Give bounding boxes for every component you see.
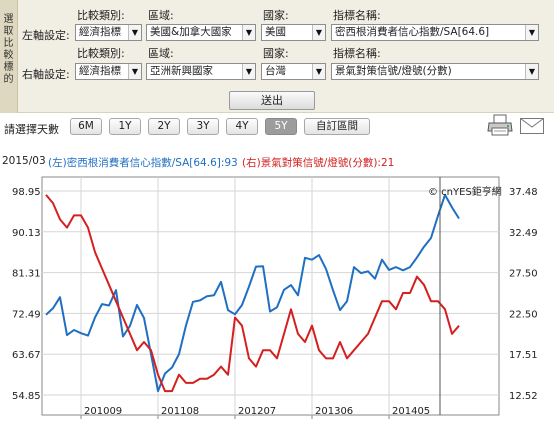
right-region-value: 亞洲新興國家 <box>150 65 213 77</box>
left-axis-tick-label: 54.85 <box>12 391 41 402</box>
dropdown-arrow-icon: ▼ <box>128 64 141 79</box>
left-axis-setting-label: 左軸設定: <box>22 29 70 42</box>
watermark-text: © cnYES鉅亨網 <box>428 185 502 198</box>
right-region-select[interactable]: 亞洲新興國家 ▼ <box>146 63 256 80</box>
range-button-4y[interactable]: 4Y <box>226 118 258 135</box>
right-axis-tick-label: 17.51 <box>509 350 538 361</box>
side-label-char: 較 <box>3 50 14 61</box>
plot-area <box>41 176 500 416</box>
left-axis-tick-label: 81.31 <box>12 269 41 280</box>
right-axis-tick-label: 27.50 <box>509 269 538 280</box>
left-series-legend: (左)密西根消費者信心指數/SA[64.6]:93 <box>48 157 238 169</box>
right-region-label: 區域: <box>148 47 174 60</box>
right-series-legend: (右)景氣對策信號/燈號(分數):21 <box>242 157 395 169</box>
x-axis-tick-label: 201207 <box>238 406 276 417</box>
left-region-label: 區域: <box>148 9 174 22</box>
range-button-6m[interactable]: 6M <box>70 118 102 135</box>
right-indicator-select[interactable]: 景氣對策信號/燈號(分數) ▼ <box>331 63 539 80</box>
right-axis-tick-label: 32.49 <box>509 228 538 239</box>
range-button-custom[interactable]: 自訂區間 <box>304 118 370 135</box>
range-button-3y[interactable]: 3Y <box>187 118 219 135</box>
left-country-label: 國家: <box>263 9 289 22</box>
right-indicator-value: 景氣對策信號/燈號(分數) <box>335 65 452 77</box>
chart-gridlines <box>42 177 499 415</box>
right-compare-category-value: 經濟指標 <box>79 65 121 77</box>
submit-button[interactable]: 送出 <box>229 91 315 110</box>
right-compare-category-select[interactable]: 經濟指標 ▼ <box>75 63 142 80</box>
left-region-value: 美國&加拿大國家 <box>150 26 232 38</box>
left-country-select[interactable]: 美國 ▼ <box>261 24 326 41</box>
right-country-label: 國家: <box>263 47 289 60</box>
side-label-char: 標 <box>3 62 14 73</box>
left-series-line <box>45 193 460 393</box>
right-axis-setting-label: 右軸設定: <box>22 68 70 81</box>
dropdown-arrow-icon: ▼ <box>525 25 538 40</box>
dropdown-arrow-icon: ▼ <box>312 64 325 79</box>
dual-axis-line-chart: 98.95 90.13 81.31 72.49 63.67 54.85 37.48 32.4… <box>12 176 538 419</box>
dropdown-arrow-icon: ▼ <box>312 25 325 40</box>
chart-date-label: 2015/03 <box>2 155 46 167</box>
right-axis-tick-label: 37.48 <box>509 187 538 198</box>
x-axis-tick-label: 201009 <box>84 406 122 417</box>
range-button-2y[interactable]: 2Y <box>148 118 180 135</box>
x-axis-tick-label: 201108 <box>161 406 199 417</box>
dropdown-arrow-icon: ▼ <box>242 25 255 40</box>
right-axis-tick-label: 22.50 <box>509 309 538 320</box>
dropdown-arrow-icon: ▼ <box>525 64 538 79</box>
right-axis-ticks: 37.48 32.49 27.50 22.50 17.51 12.52 <box>509 187 538 402</box>
select-days-label: 請選擇天數 <box>4 123 59 136</box>
mail-icon[interactable] <box>520 118 544 134</box>
chart-series <box>45 193 460 393</box>
left-axis-ticks: 98.95 90.13 81.31 72.49 63.67 54.85 <box>12 187 41 402</box>
range-button-1y[interactable]: 1Y <box>109 118 141 135</box>
left-axis-tick-label: 90.13 <box>12 228 41 239</box>
left-axis-tick-label: 63.67 <box>12 350 41 361</box>
left-compare-category-label: 比較類別: <box>77 9 125 22</box>
dropdown-arrow-icon: ▼ <box>242 64 255 79</box>
left-indicator-select[interactable]: 密西根消費者信心指數/SA[64.6] ▼ <box>331 24 539 41</box>
select-target-side-label: 選 取 比 較 標 的 <box>0 0 18 113</box>
right-country-select[interactable]: 台灣 ▼ <box>261 63 326 80</box>
range-button-5y[interactable]: 5Y <box>265 118 297 135</box>
side-label-char: 取 <box>3 26 14 37</box>
left-country-value: 美國 <box>265 26 286 38</box>
right-axis-tick-label: 12.52 <box>509 391 538 402</box>
right-compare-category-label: 比較類別: <box>77 47 125 60</box>
left-indicator-label: 指標名稱: <box>333 9 381 22</box>
side-label-char: 的 <box>3 74 14 85</box>
left-axis-tick-label: 72.49 <box>12 309 41 320</box>
left-indicator-value: 密西根消費者信心指數/SA[64.6] <box>335 26 490 38</box>
right-indicator-label: 指標名稱: <box>333 47 381 60</box>
left-axis-tick-label: 98.95 <box>12 187 41 198</box>
right-country-value: 台灣 <box>265 65 286 77</box>
side-label-char: 比 <box>3 38 14 49</box>
left-compare-category-select[interactable]: 經濟指標 ▼ <box>75 24 142 41</box>
printer-icon[interactable] <box>487 114 513 136</box>
x-axis-ticks: 201009 201108 201207 201306 201405 <box>80 406 430 419</box>
settings-panel: 選 取 比 較 標 的 比較類別: 區域: 國家: 指標名稱: 左軸設定: 經濟… <box>0 0 554 113</box>
left-region-select[interactable]: 美國&加拿大國家 ▼ <box>146 24 256 41</box>
x-axis-tick-label: 201306 <box>315 406 353 417</box>
right-series-line <box>45 194 460 393</box>
left-compare-category-value: 經濟指標 <box>79 26 121 38</box>
dropdown-arrow-icon: ▼ <box>128 25 141 40</box>
side-label-char: 選 <box>3 14 14 25</box>
x-axis-tick-label: 201405 <box>392 406 430 417</box>
